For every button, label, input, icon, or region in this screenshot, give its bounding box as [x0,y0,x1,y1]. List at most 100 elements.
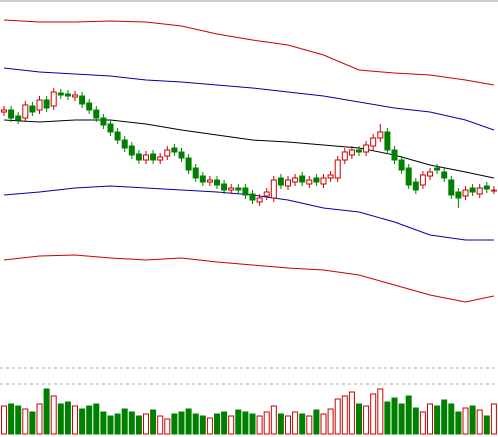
volume-bar [171,413,178,435]
volume-bar [306,415,313,435]
volume-bar [434,405,441,435]
volume-bar [277,413,284,435]
candle-body [391,149,398,161]
volume-bar [285,415,291,435]
candle-body [86,102,93,111]
candle-body [285,179,291,187]
volume-bar [43,388,50,435]
volume-bar [121,408,128,435]
band-line [3,185,494,241]
candle-body [43,99,50,109]
candle-body [93,109,100,119]
candle-body [22,104,29,119]
candle-body [270,179,277,199]
volume-bar [391,397,398,435]
candle-body [441,171,448,179]
volume-bar [1,405,7,435]
volume-bar [334,398,341,435]
candle-body [57,92,64,96]
volume-bar [363,405,370,435]
candle-body [256,197,263,203]
volume-bar [235,409,242,435]
volume-bar [427,403,433,435]
candle-body [185,157,192,171]
candle-body [164,149,171,157]
band-line [3,67,495,131]
volume-bar [476,409,483,435]
volume-bar [8,403,15,435]
candle-body [384,131,391,151]
candle-body [100,117,107,126]
band-line [3,254,495,303]
volume-bar [164,418,171,435]
candle-body [320,177,327,185]
volume-bar [100,411,107,435]
candle-body [128,145,135,156]
candle-body [242,187,249,196]
candle-body [199,175,206,183]
volume-bar [249,413,256,435]
volume-bar [356,403,362,435]
volume-bar [22,408,29,435]
volume-bar [398,403,405,435]
volume-bar [313,409,320,435]
candle-body [370,137,377,147]
candle-body [412,181,419,191]
volume-bar [143,413,149,435]
volume-bar [57,403,64,435]
volume-bar [242,411,249,435]
candle-body [50,91,57,107]
volume-bar [327,408,334,435]
volume-bar [370,393,377,435]
band-line [3,119,495,179]
candle-body [214,179,220,186]
candle-body [469,187,476,193]
volume-bar [192,413,199,435]
candle-body [483,185,490,190]
volume-bar [36,403,43,435]
candle-body [476,187,483,195]
candle-body [221,183,228,191]
candle-body [462,189,469,197]
candle-body [178,151,185,159]
candle-body [327,174,334,179]
volume-bar [263,411,270,435]
volume-bar [412,407,419,435]
candle-body [348,149,355,156]
candle-body [427,171,433,177]
candle-body [228,187,235,191]
candle-body [79,95,86,105]
candle-body [192,167,199,179]
candle-body [334,159,341,179]
candle-body [8,109,15,119]
volume-bar [72,405,78,435]
candle-body [434,167,441,171]
candle-body [263,191,270,197]
candle-body [171,147,178,153]
candle-body [398,159,405,171]
volume-bar [135,415,142,435]
volume-bar [419,411,426,435]
volume-bar [441,399,448,435]
volume-bar [29,411,36,435]
candle-body [341,151,348,161]
candle-body [143,154,149,161]
volume-bar [221,411,228,435]
candle-body [64,93,71,97]
candle-body [29,105,36,113]
candle-body [313,177,320,183]
candle-body [455,191,462,199]
candle-body [1,109,7,113]
candle-body [377,131,384,139]
candle-body [157,156,164,161]
volume-bar [448,403,455,435]
volume-bar [128,411,135,435]
volume-bar [206,417,213,435]
volume-bar [50,395,57,435]
band-line [3,19,494,86]
volume-bar [86,405,93,435]
volume-bar [270,405,277,435]
volume-bar [341,395,348,435]
volume-bar [348,391,355,435]
volume-bar [405,395,412,435]
